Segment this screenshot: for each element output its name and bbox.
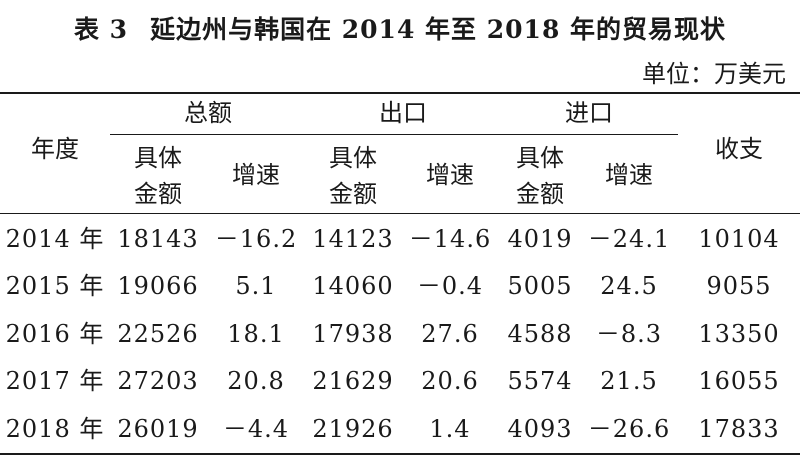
cell-import-amount: 4588 <box>507 320 573 348</box>
cell-export-growth: 1.4 <box>429 415 471 443</box>
header-group-import: 进口 <box>565 99 613 127</box>
header-export-amount: 具体 金额 <box>329 144 377 208</box>
header-import-growth: 增速 <box>605 161 653 189</box>
cell-import-growth: －24.1 <box>587 225 671 253</box>
bottom-rule <box>0 453 800 455</box>
cell-import-growth: －8.3 <box>595 320 663 348</box>
header-total-growth: 增速 <box>232 161 280 189</box>
header-year: 年度 <box>31 135 79 163</box>
cell-total-amount: 22526 <box>117 320 199 348</box>
cell-total-growth: 5.1 <box>235 272 277 300</box>
cell-import-growth: 21.5 <box>600 367 658 395</box>
row-year: 2016 年 <box>5 320 105 348</box>
group-underline-import <box>500 134 678 135</box>
cell-total-growth: －4.4 <box>222 415 290 443</box>
cell-total-amount: 18143 <box>117 225 199 253</box>
cell-export-amount: 14123 <box>312 225 394 253</box>
cell-export-growth: －0.4 <box>416 272 484 300</box>
cell-export-growth: 27.6 <box>421 320 479 348</box>
header-group-total: 总额 <box>184 99 232 127</box>
cell-total-amount: 27203 <box>117 367 199 395</box>
row-year: 2014 年 <box>5 225 105 253</box>
cell-balance: 10104 <box>698 225 780 253</box>
cell-import-amount: 5574 <box>507 367 573 395</box>
table-number: 表 3 <box>73 15 129 44</box>
header-export-growth: 增速 <box>426 161 474 189</box>
cell-export-amount: 14060 <box>312 272 394 300</box>
cell-balance: 16055 <box>698 367 780 395</box>
unit-label: 单位：万美元 <box>642 60 786 88</box>
cell-export-growth: 20.6 <box>421 367 479 395</box>
cell-balance: 9055 <box>706 272 772 300</box>
header-rule <box>0 213 800 214</box>
cell-import-growth: －26.6 <box>587 415 671 443</box>
group-underline-export <box>306 134 500 135</box>
cell-balance: 17833 <box>698 415 780 443</box>
cell-export-amount: 17938 <box>312 320 394 348</box>
table-title: 表 3 延边州与韩国在 2014 年至 2018 年的贸易现状 <box>0 10 800 46</box>
row-year: 2018 年 <box>5 415 105 443</box>
cell-export-amount: 21926 <box>312 415 394 443</box>
cell-import-amount: 4019 <box>507 225 573 253</box>
row-year: 2017 年 <box>5 367 105 395</box>
cell-total-amount: 19066 <box>117 272 199 300</box>
cell-total-growth: 18.1 <box>227 320 285 348</box>
cell-export-growth: －14.6 <box>408 225 492 253</box>
cell-export-amount: 21629 <box>312 367 394 395</box>
header-import-amount: 具体 金额 <box>516 144 564 208</box>
row-year: 2015 年 <box>5 272 105 300</box>
cell-total-amount: 26019 <box>117 415 199 443</box>
cell-import-growth: 24.5 <box>600 272 658 300</box>
header-balance: 收支 <box>715 135 763 163</box>
header-total-amount: 具体 金额 <box>134 144 182 208</box>
group-underline-total <box>110 134 306 135</box>
top-rule <box>0 92 800 94</box>
table-title-text: 延边州与韩国在 2014 年至 2018 年的贸易现状 <box>150 15 727 44</box>
cell-total-growth: 20.8 <box>227 367 285 395</box>
header-group-export: 出口 <box>379 99 427 127</box>
cell-balance: 13350 <box>698 320 780 348</box>
cell-import-amount: 4093 <box>507 415 573 443</box>
cell-import-amount: 5005 <box>507 272 573 300</box>
cell-total-growth: －16.2 <box>214 225 298 253</box>
